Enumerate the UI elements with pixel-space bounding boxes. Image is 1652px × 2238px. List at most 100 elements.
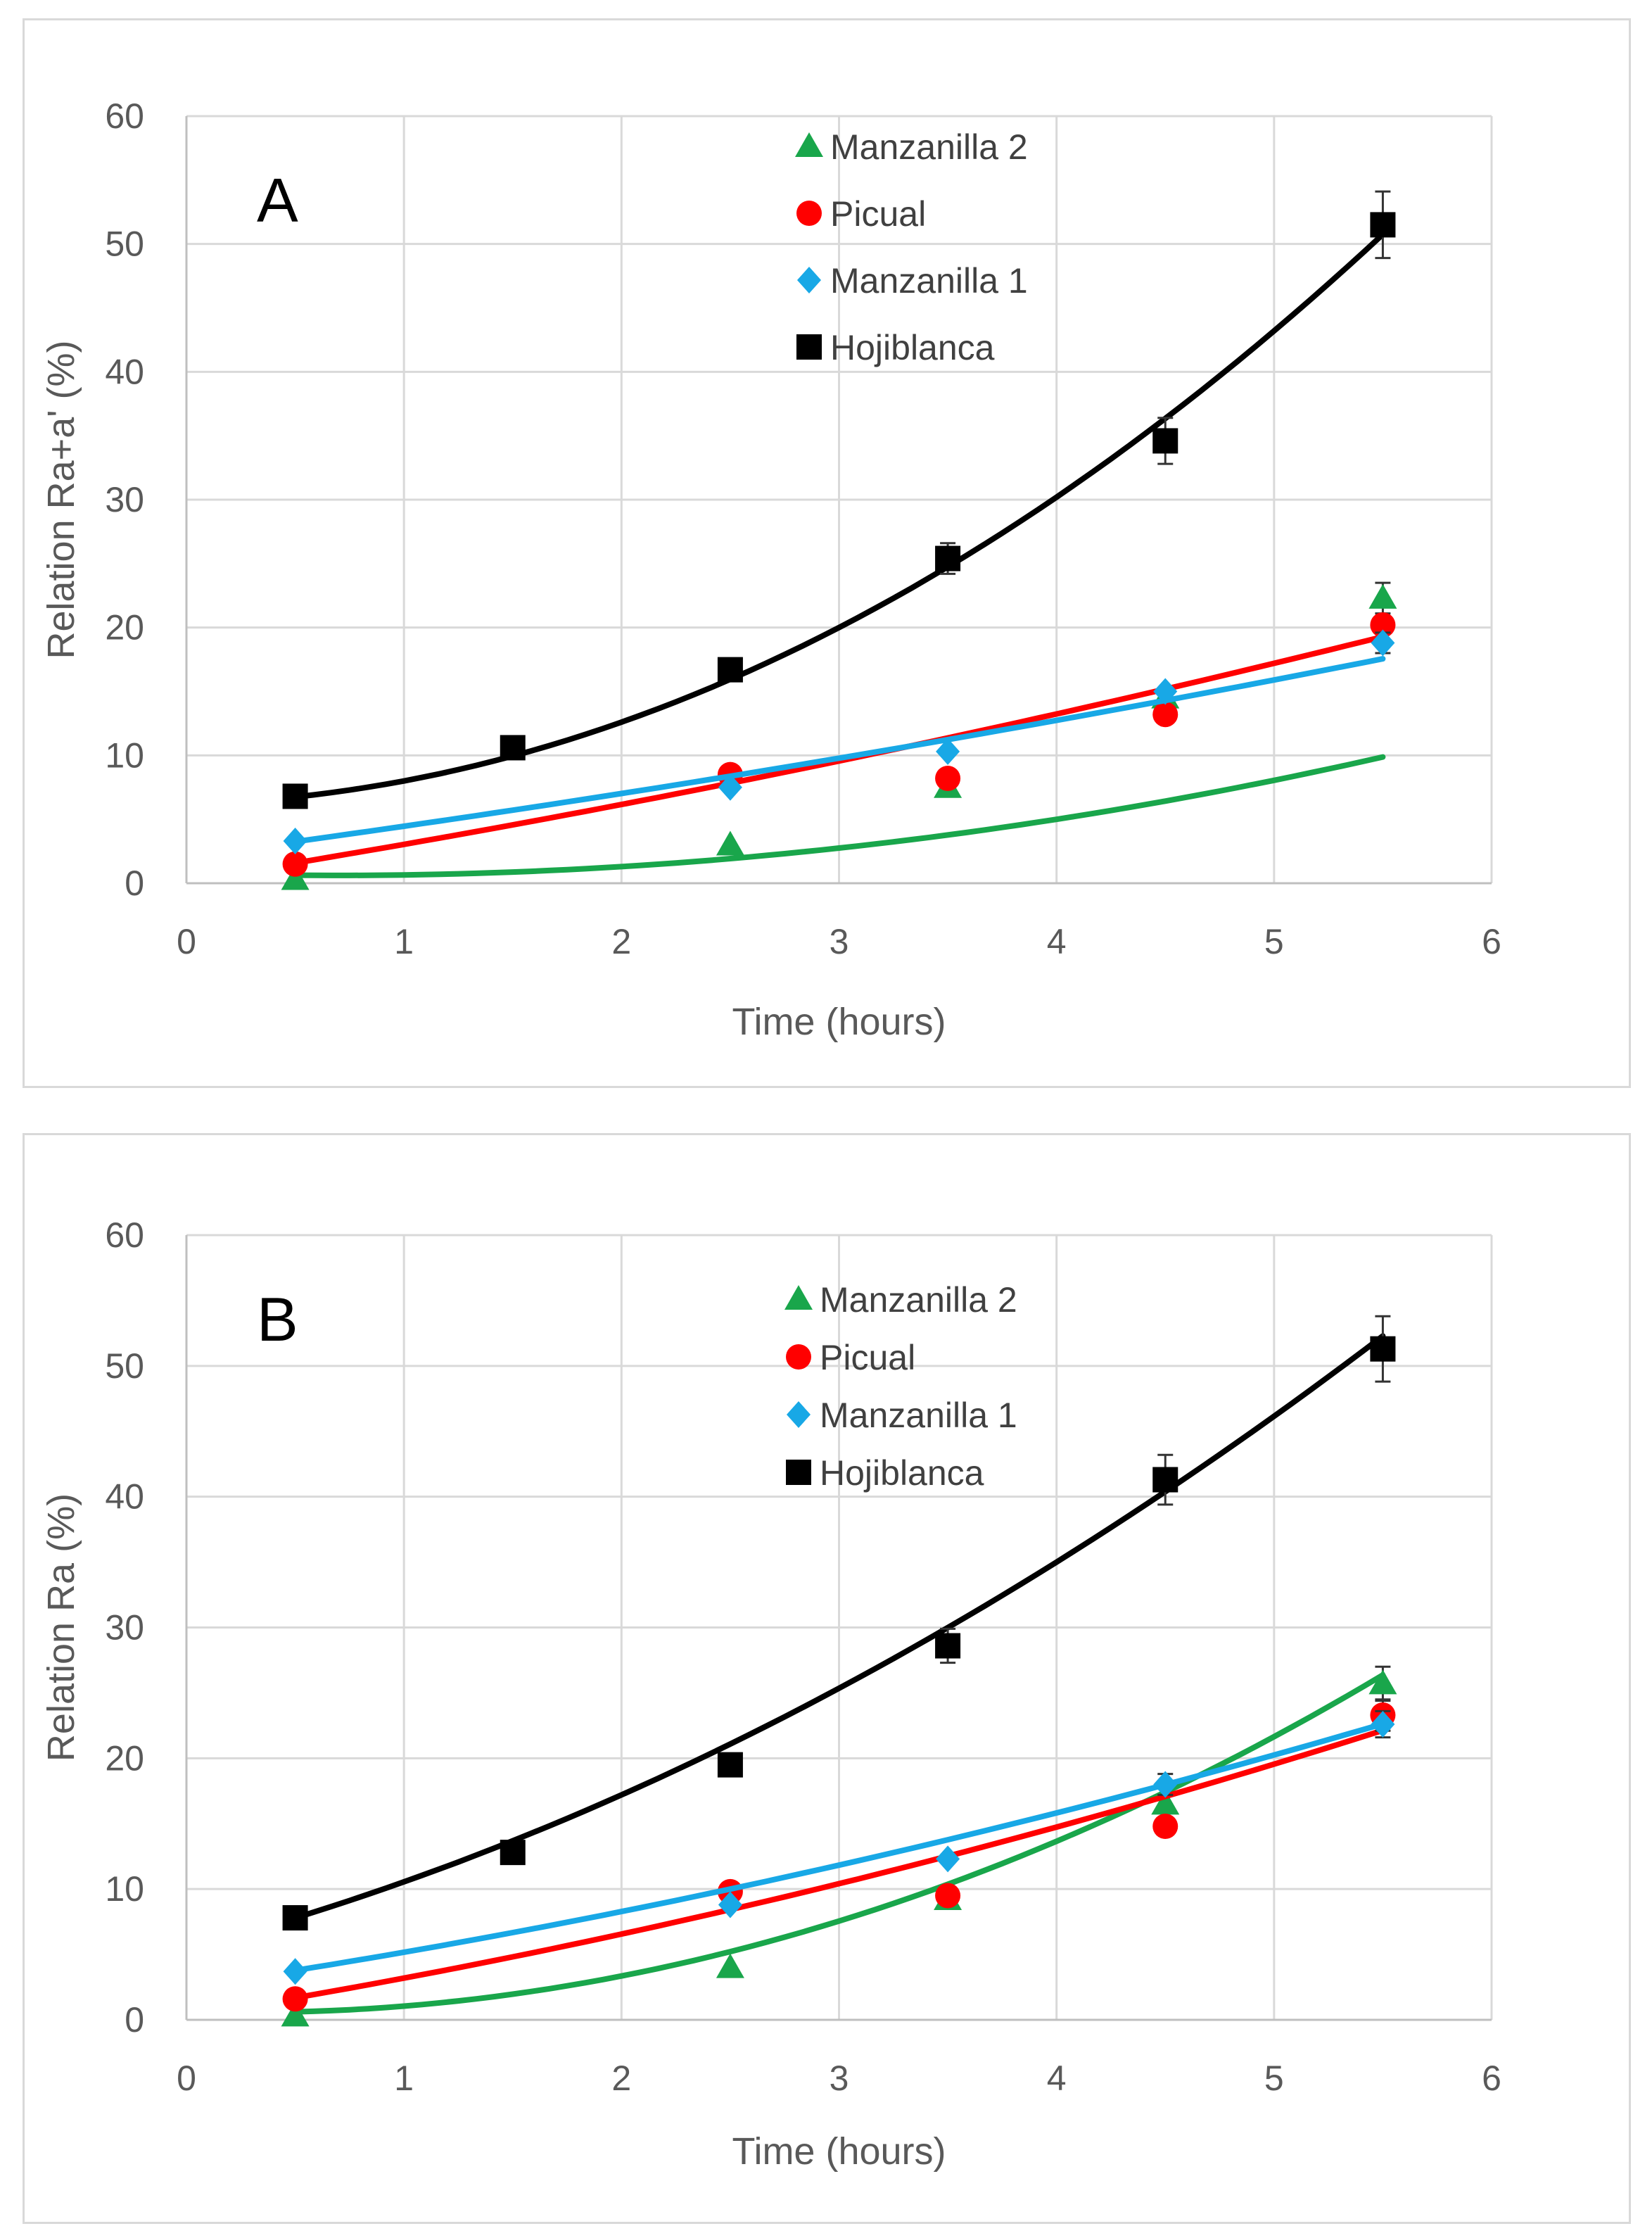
series-hojiblanca xyxy=(282,1315,1396,1931)
data-point xyxy=(283,828,307,855)
y-tick-label: 50 xyxy=(105,1346,144,1386)
data-point xyxy=(1370,1336,1396,1362)
data-point xyxy=(718,1891,742,1918)
legend-marker xyxy=(796,334,822,360)
trendline xyxy=(292,656,1386,845)
legend-marker xyxy=(797,267,821,293)
y-tick-label: 0 xyxy=(125,864,144,903)
legend-marker xyxy=(787,1401,811,1428)
trendline xyxy=(292,1721,1386,1973)
data-point xyxy=(282,1986,308,2012)
trendline xyxy=(292,1727,1386,2001)
data-point xyxy=(1151,1790,1180,1815)
data-point xyxy=(935,1633,961,1659)
trendline xyxy=(292,754,1386,878)
x-tick-label: 3 xyxy=(830,2059,849,2098)
data-point xyxy=(935,1883,961,1909)
legend-label: Picual xyxy=(820,1338,915,1377)
x-tick-label: 4 xyxy=(1047,2059,1067,2098)
data-point xyxy=(281,865,310,890)
y-tick-label: 10 xyxy=(105,1869,144,1909)
panel-letter: A xyxy=(257,165,298,235)
x-tick-label: 1 xyxy=(394,2059,414,2098)
y-tick-label: 40 xyxy=(105,352,144,391)
trendline xyxy=(292,1333,1386,1921)
legend-marker xyxy=(795,132,823,157)
data-point xyxy=(1152,702,1178,728)
data-point xyxy=(282,1905,308,1931)
y-tick-label: 0 xyxy=(125,2000,144,2040)
data-point xyxy=(1152,1467,1178,1493)
data-point xyxy=(718,773,742,801)
legend-label: Manzanilla 1 xyxy=(830,261,1028,301)
legend-label: Manzanilla 2 xyxy=(820,1280,1017,1320)
x-tick-label: 1 xyxy=(394,922,414,961)
x-axis-title: Time (hours) xyxy=(732,1001,946,1043)
x-tick-label: 3 xyxy=(830,922,849,961)
y-axis-title: Relation Ra (%) xyxy=(40,1493,82,1762)
panel-letter: B xyxy=(257,1284,298,1354)
series-hojiblanca xyxy=(282,190,1396,809)
x-axis-title: Time (hours) xyxy=(732,2130,946,2173)
legend-label: Picual xyxy=(830,194,926,234)
x-tick-label: 0 xyxy=(177,922,196,961)
data-point xyxy=(1153,1771,1178,1798)
y-tick-label: 40 xyxy=(105,1477,144,1517)
y-tick-label: 60 xyxy=(105,1215,144,1255)
chart-a: 0 10 20 30 40 50 60 0 1 2 3 4 5 6 Time (hours) Relation… xyxy=(40,96,1501,1043)
x-tick-label: 5 xyxy=(1264,922,1284,961)
legend-label: Manzanilla 2 xyxy=(830,127,1028,167)
data-point xyxy=(935,545,961,571)
data-point xyxy=(717,1752,743,1778)
x-tick-label: 2 xyxy=(611,2059,631,2098)
gridlines xyxy=(186,1234,1493,2020)
data-point xyxy=(1368,583,1397,609)
x-tick-label: 5 xyxy=(1264,2059,1284,2098)
y-tick-label: 50 xyxy=(105,225,144,264)
x-tick-label: 0 xyxy=(177,2059,196,2098)
x-tick-label: 4 xyxy=(1047,922,1067,961)
y-tick-label: 20 xyxy=(105,608,144,647)
trendline xyxy=(292,232,1386,800)
y-tick-label: 60 xyxy=(105,96,144,136)
data-point xyxy=(500,735,526,761)
data-point xyxy=(1371,1711,1395,1738)
legend-marker xyxy=(786,1344,811,1370)
y-axis-title: Relation Ra+a' (%) xyxy=(40,340,82,659)
data-point xyxy=(1153,678,1178,705)
data-point xyxy=(1371,629,1395,657)
data-point xyxy=(936,738,960,765)
data-point xyxy=(716,830,744,856)
legend: Manzanilla 2 Picual Manzanilla 1 Hojiblanca xyxy=(795,127,1028,367)
data-point xyxy=(1152,1813,1178,1839)
data-point xyxy=(1370,212,1396,238)
data-point xyxy=(935,766,961,792)
x-tick-label: 2 xyxy=(611,922,631,961)
chart-b: 0 10 20 30 40 50 60 0 1 2 3 4 5 6 Time (hours) Relation… xyxy=(40,1215,1501,2173)
data-point xyxy=(1368,1669,1397,1695)
y-tick-label: 10 xyxy=(105,735,144,775)
y-tick-label: 30 xyxy=(105,1608,144,1648)
data-point xyxy=(717,657,743,683)
data-point xyxy=(1152,428,1178,454)
legend-marker xyxy=(784,1285,813,1310)
legend-label: Hojiblanca xyxy=(820,1453,984,1493)
legend-label: Hojiblanca xyxy=(830,328,995,367)
data-point xyxy=(936,1845,960,1873)
legend-marker xyxy=(796,201,822,226)
legend-label: Manzanilla 1 xyxy=(820,1396,1017,1435)
data-point xyxy=(281,2002,310,2027)
y-tick-label: 30 xyxy=(105,480,144,519)
x-tick-label: 6 xyxy=(1482,2059,1501,2098)
chart-panel-a xyxy=(23,18,1631,1088)
y-tick-label: 20 xyxy=(105,1738,144,1778)
data-point xyxy=(282,851,308,877)
data-point xyxy=(283,1958,307,1985)
series-manzanilla-1 xyxy=(283,1709,1395,1985)
x-tick-label: 6 xyxy=(1482,922,1501,961)
data-point xyxy=(1370,612,1396,638)
data-point xyxy=(282,783,308,809)
data-point xyxy=(716,1953,744,1978)
series-manzanilla-1 xyxy=(283,629,1395,855)
